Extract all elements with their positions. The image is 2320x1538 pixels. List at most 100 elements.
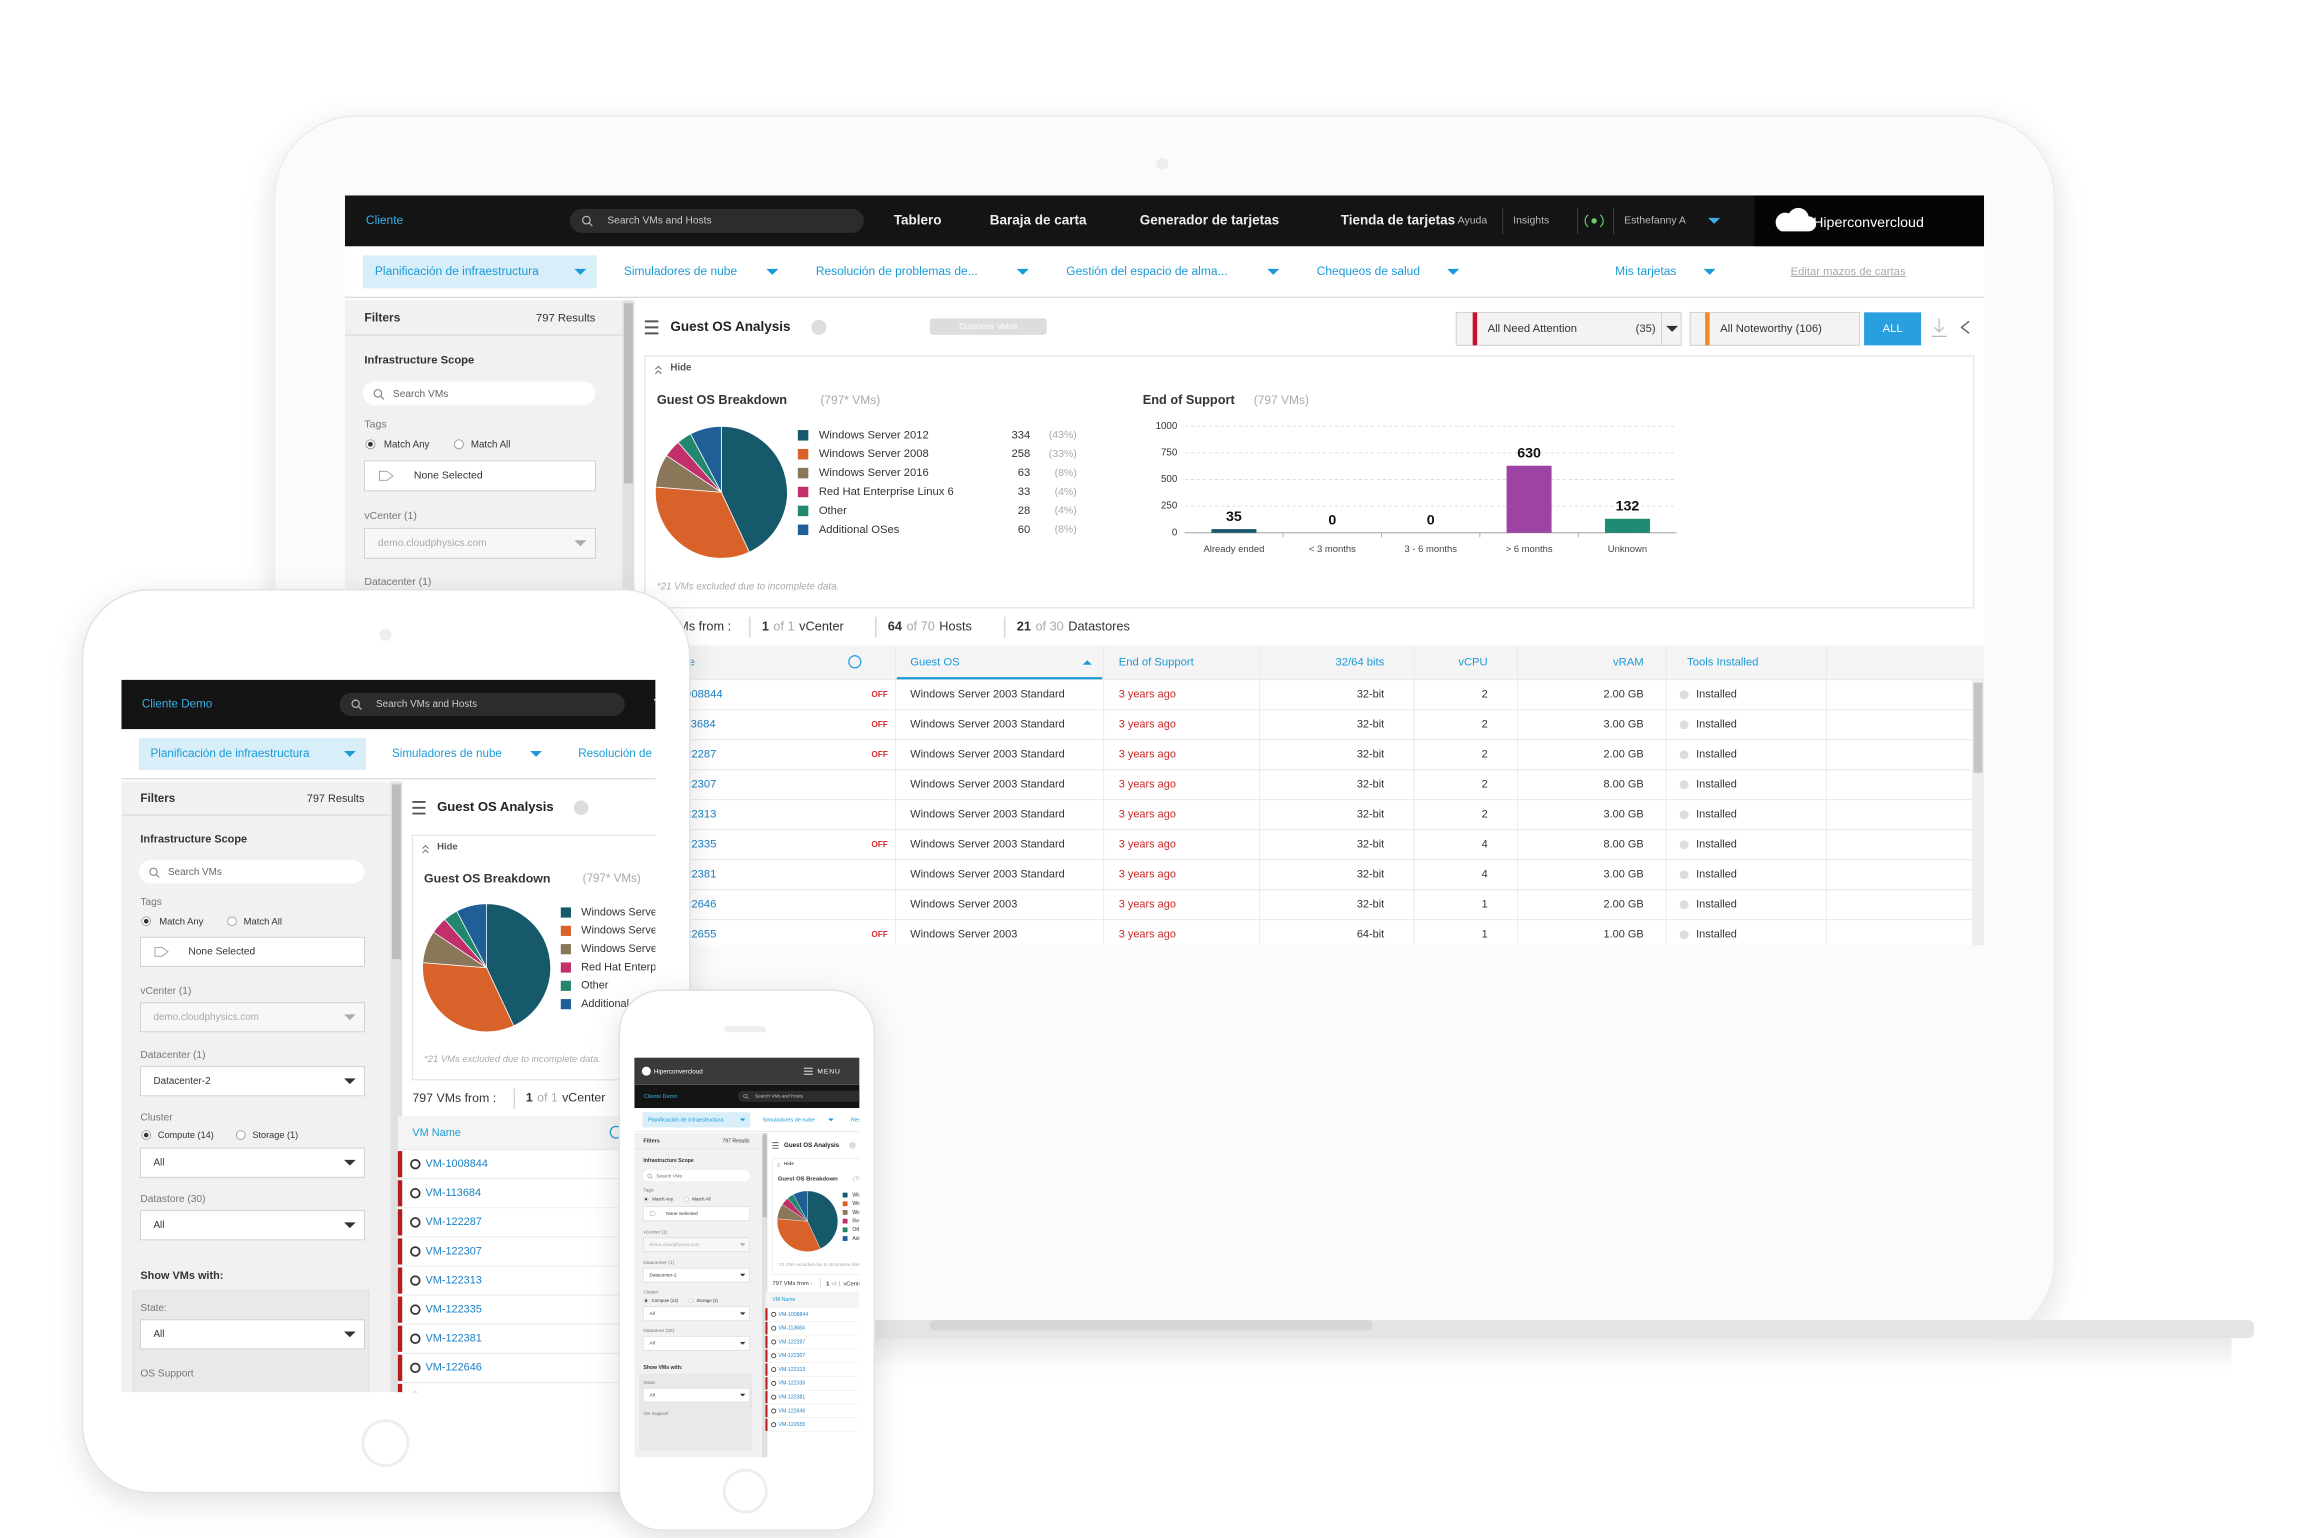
- tab[interactable]: Simuladores de nube: [392, 747, 502, 760]
- nav-help[interactable]: Ayuda: [1458, 216, 1488, 227]
- vm-name[interactable]: VM-122313: [426, 1274, 482, 1286]
- nav-link[interactable]: Tablero: [894, 212, 942, 227]
- tab[interactable]: Planificación de infraestructura: [375, 264, 539, 278]
- tab[interactable]: Simuladores de nube: [763, 1117, 815, 1123]
- attention-select[interactable]: [1455, 311, 1682, 346]
- select[interactable]: [643, 1267, 750, 1283]
- radio-label[interactable]: Match Any: [652, 1197, 674, 1202]
- radio-label[interactable]: Match All: [471, 440, 511, 451]
- select[interactable]: [139, 1319, 365, 1350]
- radio-label[interactable]: Storage (1): [696, 1298, 718, 1303]
- radio-label[interactable]: Match All: [244, 916, 282, 927]
- vm-name[interactable]: VM-122287: [779, 1339, 806, 1345]
- select-value: All: [650, 1341, 655, 1346]
- column-header[interactable]: VM Name: [772, 1297, 795, 1303]
- nav-link[interactable]: Baraja de carta: [990, 212, 1087, 227]
- tab[interactable]: Simuladores de nube: [624, 264, 738, 278]
- vm-name[interactable]: VM-122381: [426, 1333, 482, 1345]
- caret: [739, 1341, 746, 1345]
- client-name[interactable]: Cliente Demo: [142, 698, 212, 711]
- phone-menu-icon[interactable]: [803, 1067, 813, 1075]
- column-header[interactable]: 32/64 bits: [1335, 656, 1384, 668]
- vm-name[interactable]: VM-1008844: [779, 1312, 809, 1318]
- select[interactable]: [643, 1237, 750, 1252]
- all-button[interactable]: [1864, 312, 1922, 346]
- vm-name[interactable]: VM-122335: [426, 1304, 482, 1316]
- input[interactable]: [642, 1170, 750, 1182]
- select[interactable]: [643, 1206, 750, 1221]
- vm-name[interactable]: VM-122646: [779, 1408, 806, 1414]
- vm-name[interactable]: VM-122335: [779, 1381, 806, 1387]
- vm-name[interactable]: VM-122307: [779, 1353, 806, 1359]
- radio-label[interactable]: Match All: [692, 1197, 710, 1202]
- share-icon[interactable]: [1960, 320, 1970, 334]
- tab[interactable]: Gestión del espacio de alma...: [1066, 264, 1227, 278]
- column-header[interactable]: Guest OS: [910, 656, 959, 668]
- nav-link[interactable]: Generador de tarjetas: [1140, 212, 1279, 227]
- section-title: Infrastructure Scope: [643, 1158, 694, 1164]
- client-name[interactable]: Cliente Demo: [644, 1094, 677, 1100]
- radio-label[interactable]: Compute (14): [158, 1130, 214, 1140]
- select[interactable]: [139, 1147, 365, 1178]
- nav-link[interactable]: Tienda de tarjetas: [1341, 212, 1455, 227]
- search-box[interactable]: [339, 692, 625, 717]
- noteworthy-button[interactable]: [1689, 311, 1861, 346]
- download-icon[interactable]: [1931, 318, 1947, 337]
- bits: 32-bit: [1357, 779, 1384, 791]
- select[interactable]: [643, 1388, 750, 1403]
- my-cards[interactable]: Mis tarjetas: [1615, 264, 1676, 278]
- input[interactable]: [138, 860, 365, 884]
- select[interactable]: [363, 527, 596, 559]
- hide-toggle[interactable]: Hide: [670, 362, 692, 373]
- column-header[interactable]: VM Name: [412, 1127, 460, 1139]
- vm-name[interactable]: VM-122381: [779, 1395, 806, 1401]
- column-header[interactable]: vCPU: [1458, 656, 1487, 668]
- radio-label[interactable]: Compute (14): [652, 1298, 679, 1303]
- vm-name[interactable]: VM-122307: [426, 1245, 482, 1257]
- select[interactable]: [643, 1336, 750, 1351]
- select[interactable]: [643, 1306, 750, 1321]
- edit-decks[interactable]: Editar mazos de cartas: [1791, 266, 1906, 278]
- bar-value-label: 0: [1328, 513, 1336, 529]
- tab[interactable]: Planificación de infraestructura: [648, 1117, 724, 1123]
- search-box[interactable]: [737, 1090, 873, 1102]
- select[interactable]: [139, 1002, 365, 1033]
- vm-name[interactable]: VM-122655: [779, 1422, 806, 1428]
- row-status-bar: [397, 1151, 403, 1178]
- nav-link[interactable]: Tablero: [654, 696, 700, 711]
- nav-user[interactable]: Esthefanny A: [1624, 216, 1686, 227]
- client-name[interactable]: Cliente: [366, 213, 404, 227]
- hide-toggle[interactable]: Hide: [437, 842, 457, 853]
- select[interactable]: [139, 1066, 365, 1097]
- select[interactable]: [363, 460, 596, 492]
- radio-label[interactable]: Storage (1): [252, 1130, 298, 1140]
- search-box[interactable]: [569, 208, 864, 233]
- vm-name[interactable]: VM-113684: [779, 1326, 805, 1332]
- vm-name[interactable]: VM-122655: [426, 1391, 482, 1403]
- vm-name[interactable]: VM-122313: [779, 1367, 806, 1373]
- legend-label: Windows Server 2016: [852, 1210, 903, 1216]
- radio-label[interactable]: Match Any: [384, 440, 430, 451]
- tab[interactable]: Chequeos de salud: [1317, 264, 1420, 278]
- radio-label[interactable]: Match Any: [159, 916, 203, 927]
- column-header[interactable]: End of Support: [1119, 656, 1195, 668]
- phone-menu[interactable]: MENU: [817, 1069, 840, 1076]
- select[interactable]: [139, 1210, 365, 1241]
- select-value: None Selected: [666, 1211, 698, 1217]
- vm-name[interactable]: VM-122646: [426, 1362, 482, 1374]
- column-header[interactable]: vRAM: [1613, 656, 1644, 668]
- tab[interactable]: Resolución de problemas de...: [851, 1117, 926, 1123]
- column-header[interactable]: Tools Installed: [1687, 656, 1758, 668]
- select[interactable]: [139, 936, 365, 967]
- vm-name[interactable]: VM-113684: [426, 1187, 482, 1199]
- input[interactable]: [362, 381, 596, 406]
- nav-insights[interactable]: Insights: [1513, 216, 1549, 227]
- table-row: [397, 1236, 656, 1267]
- hide-toggle[interactable]: Hide: [784, 1161, 794, 1166]
- tab[interactable]: Resolución de problemas de...: [578, 747, 735, 760]
- vm-name[interactable]: VM-122287: [426, 1216, 482, 1228]
- bar: [1604, 518, 1650, 533]
- vm-name[interactable]: VM-1008844: [426, 1158, 488, 1170]
- tab[interactable]: Resolución de problemas de...: [816, 264, 978, 278]
- tab[interactable]: Planificación de infraestructura: [151, 747, 310, 760]
